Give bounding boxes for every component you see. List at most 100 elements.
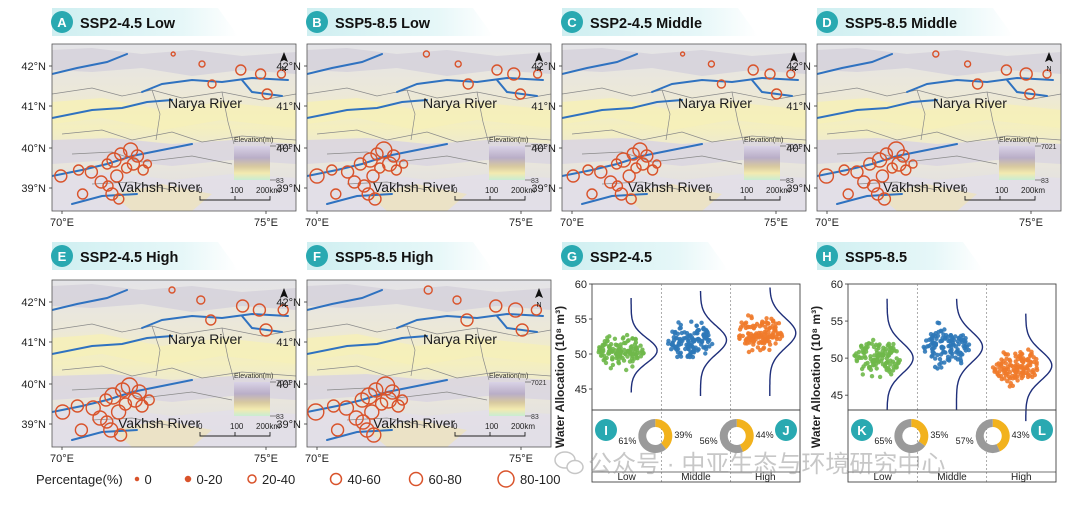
elevation-min: 83 <box>276 414 284 421</box>
watermark-text: 公众号 · 中亚生态与环境研究中心 <box>588 451 945 478</box>
site-marker <box>99 393 113 407</box>
data-point <box>993 366 998 372</box>
site-marker <box>72 164 85 176</box>
site-marker <box>307 403 325 421</box>
site-marker <box>261 88 273 100</box>
legend-marker <box>184 475 192 483</box>
map-e: Narya River Vakhsh River N Elevation(m)7021… <box>21 279 297 465</box>
lon-tick: 75°E <box>509 453 533 465</box>
panel-title: SSP2-4.5 <box>590 250 652 266</box>
y-tick-label: 50 <box>831 353 843 365</box>
site-marker <box>386 149 401 163</box>
data-point <box>680 338 685 344</box>
y-tick-label: 60 <box>575 279 587 291</box>
data-point <box>743 337 748 343</box>
data-point <box>1006 374 1012 380</box>
donut-label: 35% <box>930 430 948 440</box>
panel-badge <box>51 11 73 33</box>
data-point <box>613 342 618 347</box>
site-marker <box>92 410 108 426</box>
data-point <box>1002 376 1007 381</box>
donut-label: 43% <box>1012 430 1030 440</box>
data-point <box>881 345 886 350</box>
site-marker <box>422 50 431 58</box>
data-point <box>773 341 778 346</box>
data-point <box>610 362 616 368</box>
data-point <box>767 347 772 353</box>
site-marker <box>330 423 345 437</box>
data-point <box>754 321 760 327</box>
scale-tick: 100 <box>485 422 499 431</box>
data-point <box>963 348 968 353</box>
site-marker <box>276 69 287 79</box>
data-point <box>958 333 964 339</box>
river-label-vakhsh: Vakhsh River <box>118 179 201 195</box>
data-point <box>749 314 754 319</box>
lat-tick: 42°N <box>786 61 811 73</box>
site-marker <box>866 179 881 193</box>
lat-tick: 40°N <box>21 379 46 391</box>
data-point <box>774 336 780 342</box>
y-tick-label: 45 <box>831 390 843 402</box>
north-arrow-icon: N <box>535 288 543 309</box>
data-point <box>853 353 858 359</box>
data-point <box>938 339 943 344</box>
data-point <box>710 341 715 347</box>
pie-badge-letter: J <box>782 423 789 438</box>
data-point <box>953 355 958 360</box>
site-marker <box>586 188 598 200</box>
scale-bar: 0 100 200km <box>198 186 280 201</box>
data-point <box>707 337 712 343</box>
north-arrow-icon: N <box>535 52 543 73</box>
panel-badge <box>816 11 838 33</box>
data-point <box>1020 359 1026 364</box>
data-point <box>610 357 615 362</box>
data-point <box>1026 356 1031 361</box>
data-point <box>751 325 756 330</box>
site-marker <box>489 299 503 313</box>
site-marker <box>614 187 629 201</box>
data-point <box>612 336 618 341</box>
elevation-legend: Elevation(m)7021 83 <box>234 373 292 421</box>
legend-marker <box>247 474 257 484</box>
data-point <box>755 345 761 350</box>
series-middle <box>921 298 984 410</box>
site-marker <box>76 188 89 200</box>
site-marker <box>842 188 854 200</box>
data-point <box>630 364 635 369</box>
site-marker <box>877 192 892 206</box>
data-point <box>963 343 968 349</box>
river-label-vakhsh: Vakhsh River <box>883 179 966 195</box>
data-point <box>1010 376 1015 381</box>
data-point <box>691 338 697 344</box>
site-marker <box>507 302 524 318</box>
donut-chart: 56% 44% <box>700 418 774 453</box>
river-label-vakhsh: Vakhsh River <box>118 415 201 431</box>
data-point <box>672 331 678 336</box>
watermark: 公众号 · 中亚生态与环境研究中心 <box>554 451 945 478</box>
pie-badge <box>595 419 617 441</box>
data-point <box>889 372 894 377</box>
site-marker <box>366 169 380 183</box>
panel-title: SSP5-8.5 High <box>335 250 433 266</box>
elevation-title: Elevation(m) <box>489 137 528 144</box>
data-point <box>886 365 891 371</box>
site-marker <box>364 404 380 420</box>
data-point <box>877 374 883 380</box>
panel-letter: G <box>567 249 577 264</box>
density-curve <box>886 298 914 410</box>
data-point <box>618 342 623 347</box>
river-label-narya: Narya River <box>423 95 497 111</box>
lon-tick: 70°E <box>50 453 74 465</box>
map-panel-f: F SSP5-8.5 High <box>306 242 493 270</box>
data-point <box>750 337 756 343</box>
site-marker <box>1000 64 1013 76</box>
site-marker <box>850 165 864 179</box>
site-marker <box>452 295 462 305</box>
lon-tick: 75°E <box>254 453 278 465</box>
data-point <box>740 323 746 328</box>
data-point <box>705 330 710 335</box>
data-point <box>778 330 783 336</box>
data-point <box>772 328 778 333</box>
data-point <box>863 345 869 350</box>
